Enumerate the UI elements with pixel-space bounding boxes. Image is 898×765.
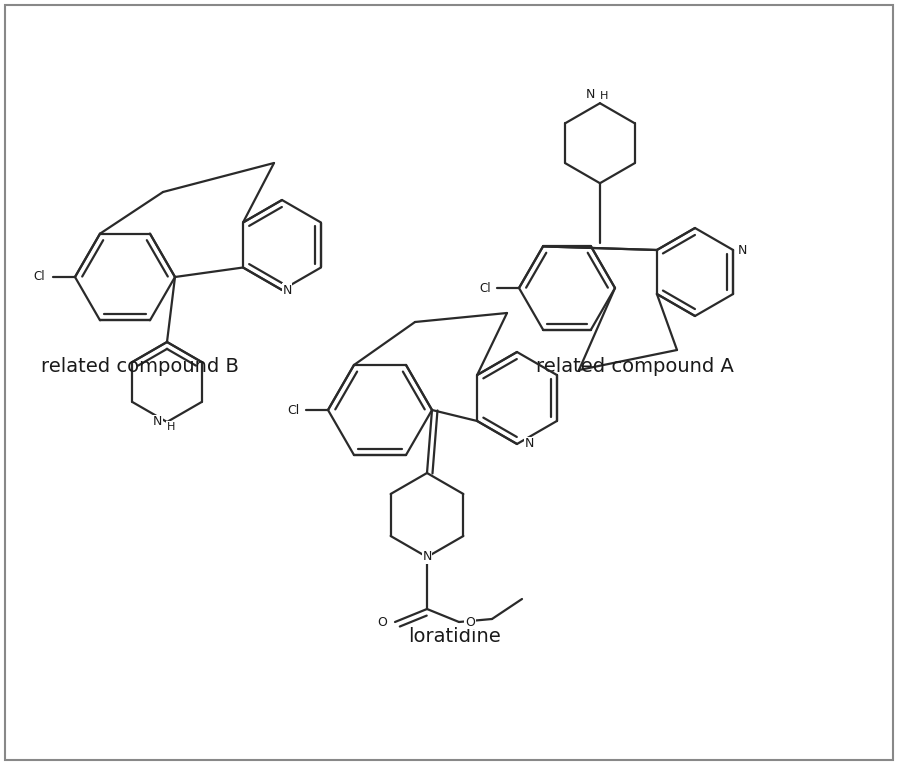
Text: N: N — [585, 88, 595, 101]
Text: N: N — [422, 551, 432, 564]
Text: O: O — [465, 616, 475, 629]
Text: related compound B: related compound B — [41, 357, 239, 376]
Text: H: H — [600, 91, 608, 101]
Text: Cl: Cl — [287, 403, 300, 416]
Text: N: N — [738, 243, 747, 256]
Text: related compound A: related compound A — [536, 357, 734, 376]
Text: N: N — [153, 415, 162, 428]
Text: N: N — [282, 284, 292, 297]
Text: Cl: Cl — [480, 282, 491, 295]
FancyBboxPatch shape — [5, 5, 893, 760]
Text: loratidine: loratidine — [409, 627, 501, 646]
Text: H: H — [167, 422, 175, 432]
Text: O: O — [377, 616, 387, 629]
Text: N: N — [525, 438, 534, 451]
Text: Cl: Cl — [33, 271, 45, 284]
